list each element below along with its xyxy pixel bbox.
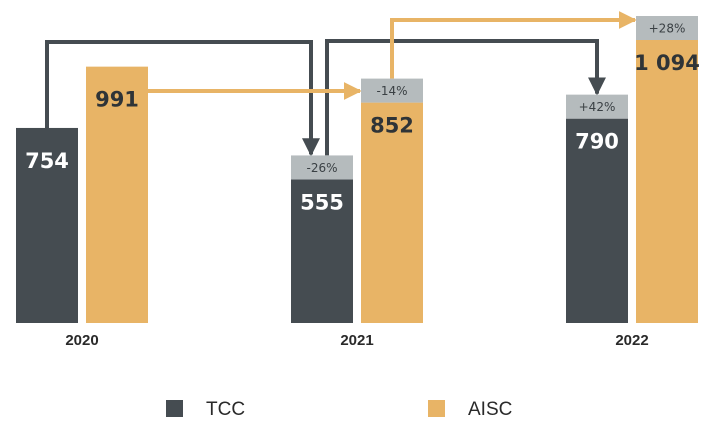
change-label: -26%	[306, 161, 337, 175]
change-label: +42%	[579, 100, 616, 114]
connector-arrow	[325, 39, 606, 156]
bar-aisc-2022	[636, 40, 698, 323]
bar-tcc-2021	[291, 179, 353, 323]
data-label: 754	[25, 149, 69, 173]
x-tick-label: 2021	[340, 332, 373, 349]
legend-swatch	[166, 400, 183, 417]
bars: 754 -26% 555 +42% 790 991 -14% 852 +28% 1 094	[16, 16, 700, 324]
data-label: 991	[95, 88, 139, 112]
data-label: 790	[575, 130, 619, 154]
change-box	[566, 94, 628, 119]
bar-aisc-2021	[361, 102, 423, 323]
bar-tcc-2022	[566, 118, 628, 323]
bar-tcc-2020	[16, 127, 78, 323]
legend-swatch	[428, 400, 445, 417]
connector-arrow	[390, 11, 637, 79]
change-label: -14%	[376, 84, 407, 98]
data-label: 555	[300, 190, 344, 214]
x-tick-label: 2022	[615, 332, 648, 349]
change-box	[291, 155, 353, 180]
legend-label: TCC	[206, 399, 245, 420]
x-axis: 2020 2021 2022	[65, 332, 648, 349]
change-label: +28%	[649, 22, 686, 36]
change-box	[636, 16, 698, 40]
legend: TCC AISC	[166, 399, 512, 420]
legend-label: AISC	[468, 399, 512, 420]
x-tick-label: 2020	[65, 332, 98, 349]
data-label: 1 094	[634, 51, 700, 75]
connector-arrows	[45, 11, 637, 157]
data-label: 852	[370, 114, 414, 138]
bar-aisc-2020	[86, 66, 148, 324]
connector-arrow	[45, 40, 320, 157]
change-box	[361, 78, 423, 103]
